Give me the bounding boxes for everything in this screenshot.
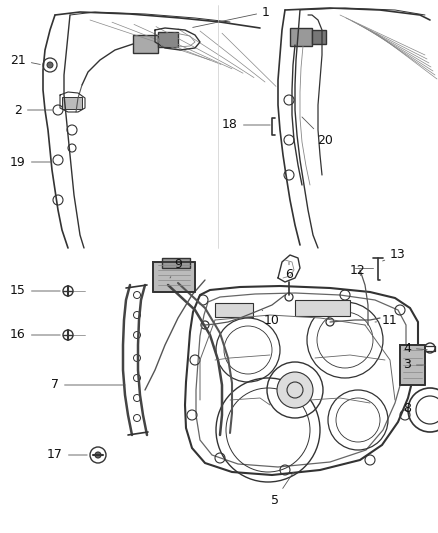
Bar	[162, 258, 190, 268]
Text: 10: 10	[262, 310, 280, 327]
Bar	[133, 35, 158, 53]
Text: 17: 17	[47, 448, 87, 462]
Bar	[158, 32, 178, 47]
Text: 8: 8	[403, 401, 411, 415]
Circle shape	[134, 311, 141, 319]
Text: 12: 12	[350, 263, 366, 277]
Text: 7: 7	[51, 378, 125, 392]
Circle shape	[134, 375, 141, 382]
Circle shape	[277, 372, 313, 408]
Bar	[153, 262, 195, 292]
Circle shape	[134, 415, 141, 422]
Text: 15: 15	[10, 285, 60, 297]
Circle shape	[134, 332, 141, 338]
Circle shape	[134, 354, 141, 361]
Circle shape	[134, 292, 141, 298]
Bar	[295, 300, 350, 316]
Text: 20: 20	[302, 117, 333, 147]
Text: 3: 3	[403, 359, 425, 372]
Text: 16: 16	[10, 328, 60, 342]
Bar	[312, 30, 326, 44]
Bar	[62, 97, 82, 109]
Text: 21: 21	[10, 53, 40, 67]
Circle shape	[134, 394, 141, 401]
Text: 2: 2	[14, 103, 52, 117]
Text: 13: 13	[383, 248, 406, 262]
Text: 9: 9	[170, 259, 182, 278]
Circle shape	[47, 62, 53, 68]
Text: 11: 11	[375, 314, 398, 327]
Text: 4: 4	[403, 342, 427, 354]
Text: 6: 6	[285, 262, 293, 280]
Circle shape	[95, 452, 101, 458]
Text: 18: 18	[222, 118, 270, 132]
Text: 1: 1	[193, 5, 270, 27]
Bar	[290, 28, 312, 46]
Bar	[215, 303, 253, 317]
Text: 19: 19	[10, 156, 52, 168]
Bar	[400, 345, 425, 385]
Text: 5: 5	[271, 472, 293, 506]
